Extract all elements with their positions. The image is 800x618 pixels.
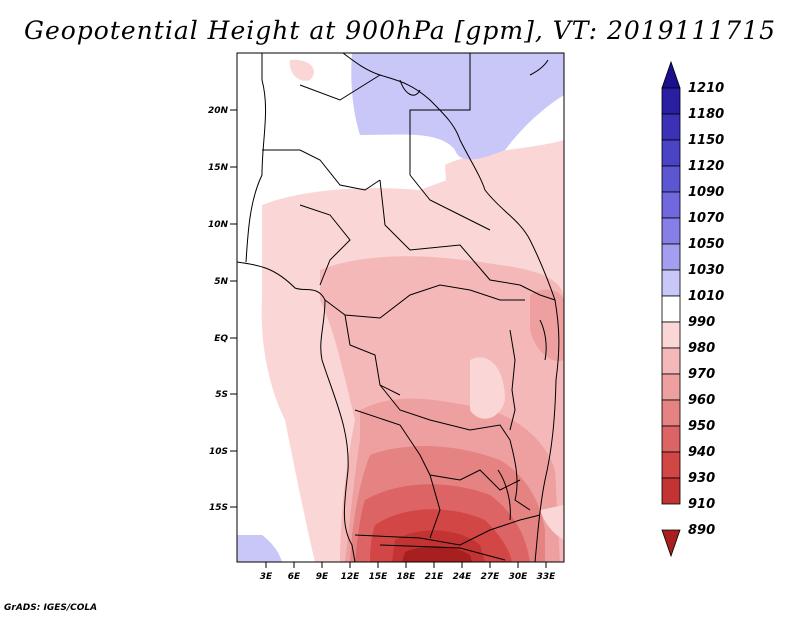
colorbar-box bbox=[661, 477, 681, 505]
colorbar-box bbox=[661, 217, 681, 245]
map-frame bbox=[236, 52, 565, 563]
latitude-axis: 20N 15N 10N 5N EQ 5S 10S 15S bbox=[208, 106, 237, 513]
lon-label-27e: 27E bbox=[481, 572, 501, 582]
colorbar-label-1070: 1070 bbox=[688, 211, 724, 226]
longitude-axis: 3E 6E 9E 12E 15E 18E 21E 24E 27E 30E 33E bbox=[260, 562, 556, 582]
lon-label-18e: 18E bbox=[397, 572, 417, 582]
lat-label-15s: 15S bbox=[209, 503, 228, 513]
colorbar-label-980: 980 bbox=[688, 341, 715, 356]
colorbar-label-1180: 1180 bbox=[688, 107, 724, 122]
colorbar-box bbox=[661, 87, 681, 115]
colorbar-box bbox=[661, 373, 681, 401]
lat-label-5n: 5N bbox=[214, 277, 228, 287]
colorbar-label-940: 940 bbox=[688, 445, 715, 460]
lon-label-6e: 6E bbox=[288, 572, 301, 582]
lon-label-21e: 21E bbox=[425, 572, 445, 582]
coastlines bbox=[237, 53, 560, 562]
colorbar-box bbox=[661, 165, 681, 193]
lon-label-33e: 33E bbox=[537, 572, 557, 582]
colorbar-label-1030: 1030 bbox=[688, 263, 724, 278]
map-title: Geopotential Height at 900hPa [gpm], VT:… bbox=[23, 16, 777, 45]
lat-label-eq: EQ bbox=[214, 334, 228, 344]
colorbar-label-1150: 1150 bbox=[688, 133, 724, 148]
colorbar-label-960: 960 bbox=[688, 393, 715, 408]
colorbar-label-1090: 1090 bbox=[688, 185, 724, 200]
colorbar-box bbox=[661, 321, 681, 349]
lon-label-12e: 12E bbox=[341, 572, 361, 582]
colorbar-box bbox=[661, 243, 681, 271]
colorbar-box bbox=[661, 451, 681, 479]
colorbar-label-990: 990 bbox=[688, 315, 715, 330]
colorbar-box bbox=[661, 347, 681, 375]
lon-label-30e: 30E bbox=[509, 572, 529, 582]
lon-label-15e: 15E bbox=[369, 572, 389, 582]
colorbar-top-arrow bbox=[661, 60, 681, 89]
colorbar-box bbox=[661, 113, 681, 141]
lat-label-10s: 10S bbox=[209, 447, 228, 457]
colorbar-label-890: 890 bbox=[688, 523, 715, 538]
colorbar-label-1210: 1210 bbox=[688, 81, 724, 96]
colorbar-label-950: 950 bbox=[688, 419, 715, 434]
colorbar-box bbox=[661, 425, 681, 453]
colorbar: 1210 1180 1150 1120 1090 1070 1050 1030 … bbox=[661, 60, 724, 558]
geopotential-shading bbox=[237, 53, 564, 562]
colorbar-label-910: 910 bbox=[688, 497, 715, 512]
colorbar-label-930: 930 bbox=[688, 471, 715, 486]
grads-credit: GrADS: IGES/COLA bbox=[4, 603, 98, 613]
colorbar-box bbox=[661, 269, 681, 297]
lon-label-3e: 3E bbox=[260, 572, 273, 582]
colorbar-bottom-arrow bbox=[661, 529, 681, 558]
lat-label-15n: 15N bbox=[208, 163, 229, 173]
colorbar-box bbox=[661, 295, 681, 323]
lon-label-24e: 24E bbox=[453, 572, 473, 582]
colorbar-label-1120: 1120 bbox=[688, 159, 724, 174]
colorbar-label-970: 970 bbox=[688, 367, 715, 382]
lon-label-9e: 9E bbox=[316, 572, 329, 582]
colorbar-label-1010: 1010 bbox=[688, 289, 724, 304]
colorbar-label-1050: 1050 bbox=[688, 237, 724, 252]
lat-label-5s: 5S bbox=[215, 390, 228, 400]
colorbar-box bbox=[661, 191, 681, 219]
lat-label-20n: 20N bbox=[208, 106, 229, 116]
lat-label-10n: 10N bbox=[208, 220, 229, 230]
colorbar-box bbox=[661, 399, 681, 427]
colorbar-box bbox=[661, 139, 681, 167]
